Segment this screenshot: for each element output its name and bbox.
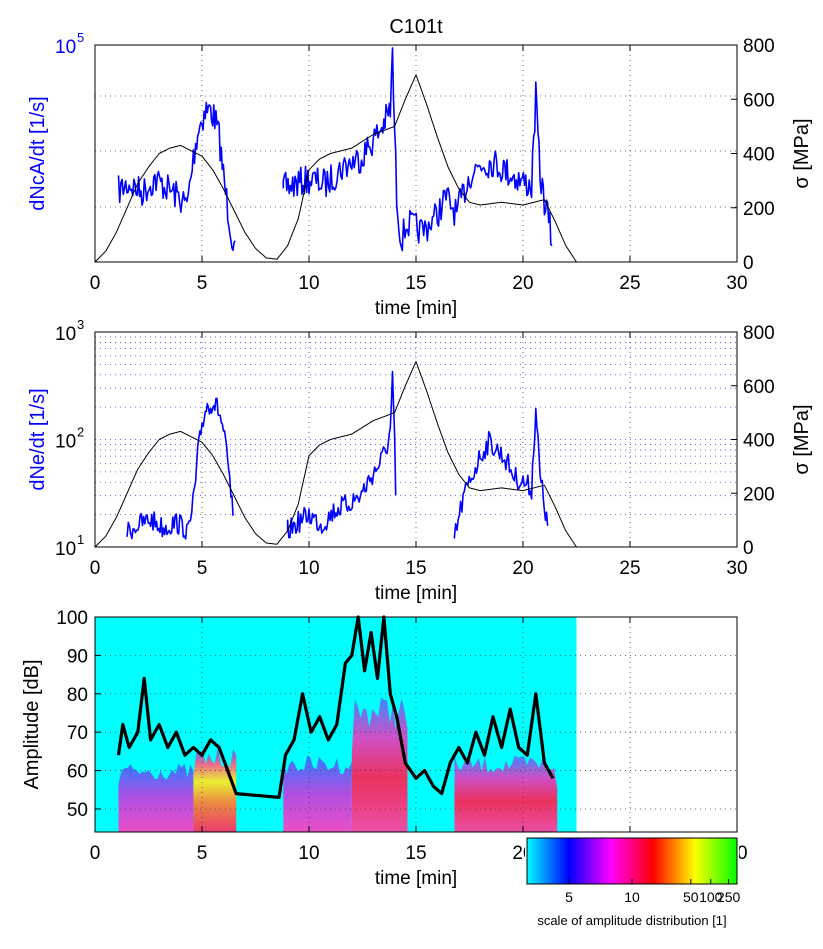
x-axis-label: time [min] [375, 583, 457, 604]
y2-tick-label: 800 [743, 323, 775, 344]
y-tick-label: 100 [56, 608, 88, 629]
x-tick-label: 0 [90, 273, 101, 294]
y2-axis-label: σ [MPa] [791, 118, 813, 188]
y-tick-label: 80 [67, 685, 88, 706]
y-tick-label: 60 [67, 762, 88, 783]
y2-tick-label: 200 [743, 199, 775, 220]
y2-axis-label: σ [MPa] [791, 404, 813, 474]
x-tick-label: 15 [405, 843, 426, 864]
amplitude-blob [454, 755, 558, 832]
y-tick-label: 10 [55, 37, 76, 58]
x-tick-label: 5 [197, 273, 208, 294]
x-tick-label: 25 [619, 558, 640, 579]
amplitude-blob [351, 697, 408, 832]
panel-event-rate: 0 5 10 15 20 25 30 time [min] 0 200 400 600 800 σ [MP… [27, 317, 813, 604]
y-tick-label: 10 [55, 539, 76, 560]
y-tick-label: 70 [67, 723, 88, 744]
y-tick-exponent: 3 [77, 317, 84, 332]
y2-tick-label: 200 [743, 484, 775, 505]
colorbar-label: scale of amplitude distribution [1] [537, 913, 726, 928]
y-tick-label: 50 [67, 800, 88, 821]
y-axis-label: dNe/dt [1/s] [27, 388, 49, 490]
x-tick-label: 25 [619, 273, 640, 294]
y-tick-exponent: 2 [77, 425, 84, 440]
x-tick-label: 20 [512, 273, 533, 294]
y2-tick-label: 0 [743, 253, 754, 274]
colorbar-tick-label: 10 [624, 889, 640, 905]
y-axis-label: dNcA/dt [1/s] [27, 96, 49, 211]
colorbar-tick-label: 5 [565, 889, 573, 905]
y2-tick-label: 600 [743, 90, 775, 111]
x-tick-label: 15 [405, 273, 426, 294]
y-tick-label: 10 [55, 432, 76, 453]
x-tick-label: 0 [90, 558, 101, 579]
x-axis-label: time [min] [375, 298, 457, 319]
y2-tick-label: 0 [743, 538, 754, 559]
x-tick-label: 20 [512, 558, 533, 579]
y2-tick-label: 400 [743, 145, 775, 166]
x-tick-label: 30 [726, 558, 747, 579]
y2-tick-label: 400 [743, 431, 775, 452]
x-tick-label: 5 [197, 843, 208, 864]
plot-frame [94, 331, 738, 548]
chart-title: C101t [389, 16, 443, 38]
ae-rate-series [117, 47, 553, 252]
max-amplitude-line [116, 615, 555, 799]
y-tick-label: 90 [67, 646, 88, 667]
y-axis-label: Amplitude [dB] [21, 659, 43, 789]
colorbar-tick-label: 100 [699, 889, 723, 905]
y-tick-exponent: 1 [77, 532, 84, 547]
x-tick-label: 0 [90, 843, 101, 864]
y2-tick-label: 600 [743, 377, 775, 398]
x-tick-label: 30 [726, 273, 747, 294]
x-tick-label: 10 [298, 273, 319, 294]
y2-tick-label: 800 [743, 36, 775, 57]
y-tick-exponent: 5 [77, 30, 84, 45]
amplitude-blob [283, 755, 352, 832]
plot-frame [94, 44, 738, 263]
y-tick-label: 10 [55, 324, 76, 345]
plot-frame [94, 616, 738, 833]
x-tick-label: 5 [197, 558, 208, 579]
stress-series [94, 361, 577, 548]
x-tick-label: 15 [405, 558, 426, 579]
event-rate-series [126, 370, 549, 540]
colorbar-tick-label: 50 [683, 889, 699, 905]
stress-series [94, 74, 577, 263]
panel-amplitude: 5060708090100051015202530time [min]Ampli… [21, 608, 748, 889]
x-tick-label: 10 [298, 843, 319, 864]
x-tick-label: 10 [298, 558, 319, 579]
colorbar-tick-label: 250 [717, 889, 741, 905]
colorbar-swatch [526, 837, 738, 885]
x-axis-label: time [min] [375, 868, 457, 889]
amplitude-blob [118, 763, 194, 832]
